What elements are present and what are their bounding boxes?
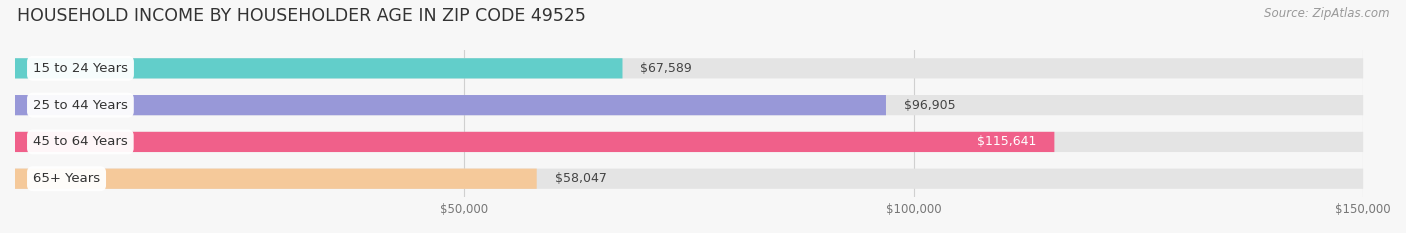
Text: $58,047: $58,047 — [555, 172, 606, 185]
FancyBboxPatch shape — [15, 58, 623, 79]
FancyBboxPatch shape — [15, 132, 1054, 152]
FancyBboxPatch shape — [15, 95, 1364, 115]
Text: $96,905: $96,905 — [904, 99, 956, 112]
FancyBboxPatch shape — [15, 169, 537, 189]
Text: 15 to 24 Years: 15 to 24 Years — [32, 62, 128, 75]
Text: $115,641: $115,641 — [977, 135, 1036, 148]
Text: $67,589: $67,589 — [641, 62, 692, 75]
FancyBboxPatch shape — [15, 169, 1364, 189]
Text: 45 to 64 Years: 45 to 64 Years — [32, 135, 128, 148]
FancyBboxPatch shape — [15, 132, 1364, 152]
Text: 25 to 44 Years: 25 to 44 Years — [32, 99, 128, 112]
FancyBboxPatch shape — [15, 58, 1364, 79]
FancyBboxPatch shape — [15, 95, 886, 115]
Text: 65+ Years: 65+ Years — [32, 172, 100, 185]
Text: Source: ZipAtlas.com: Source: ZipAtlas.com — [1264, 7, 1389, 20]
Text: HOUSEHOLD INCOME BY HOUSEHOLDER AGE IN ZIP CODE 49525: HOUSEHOLD INCOME BY HOUSEHOLDER AGE IN Z… — [17, 7, 586, 25]
